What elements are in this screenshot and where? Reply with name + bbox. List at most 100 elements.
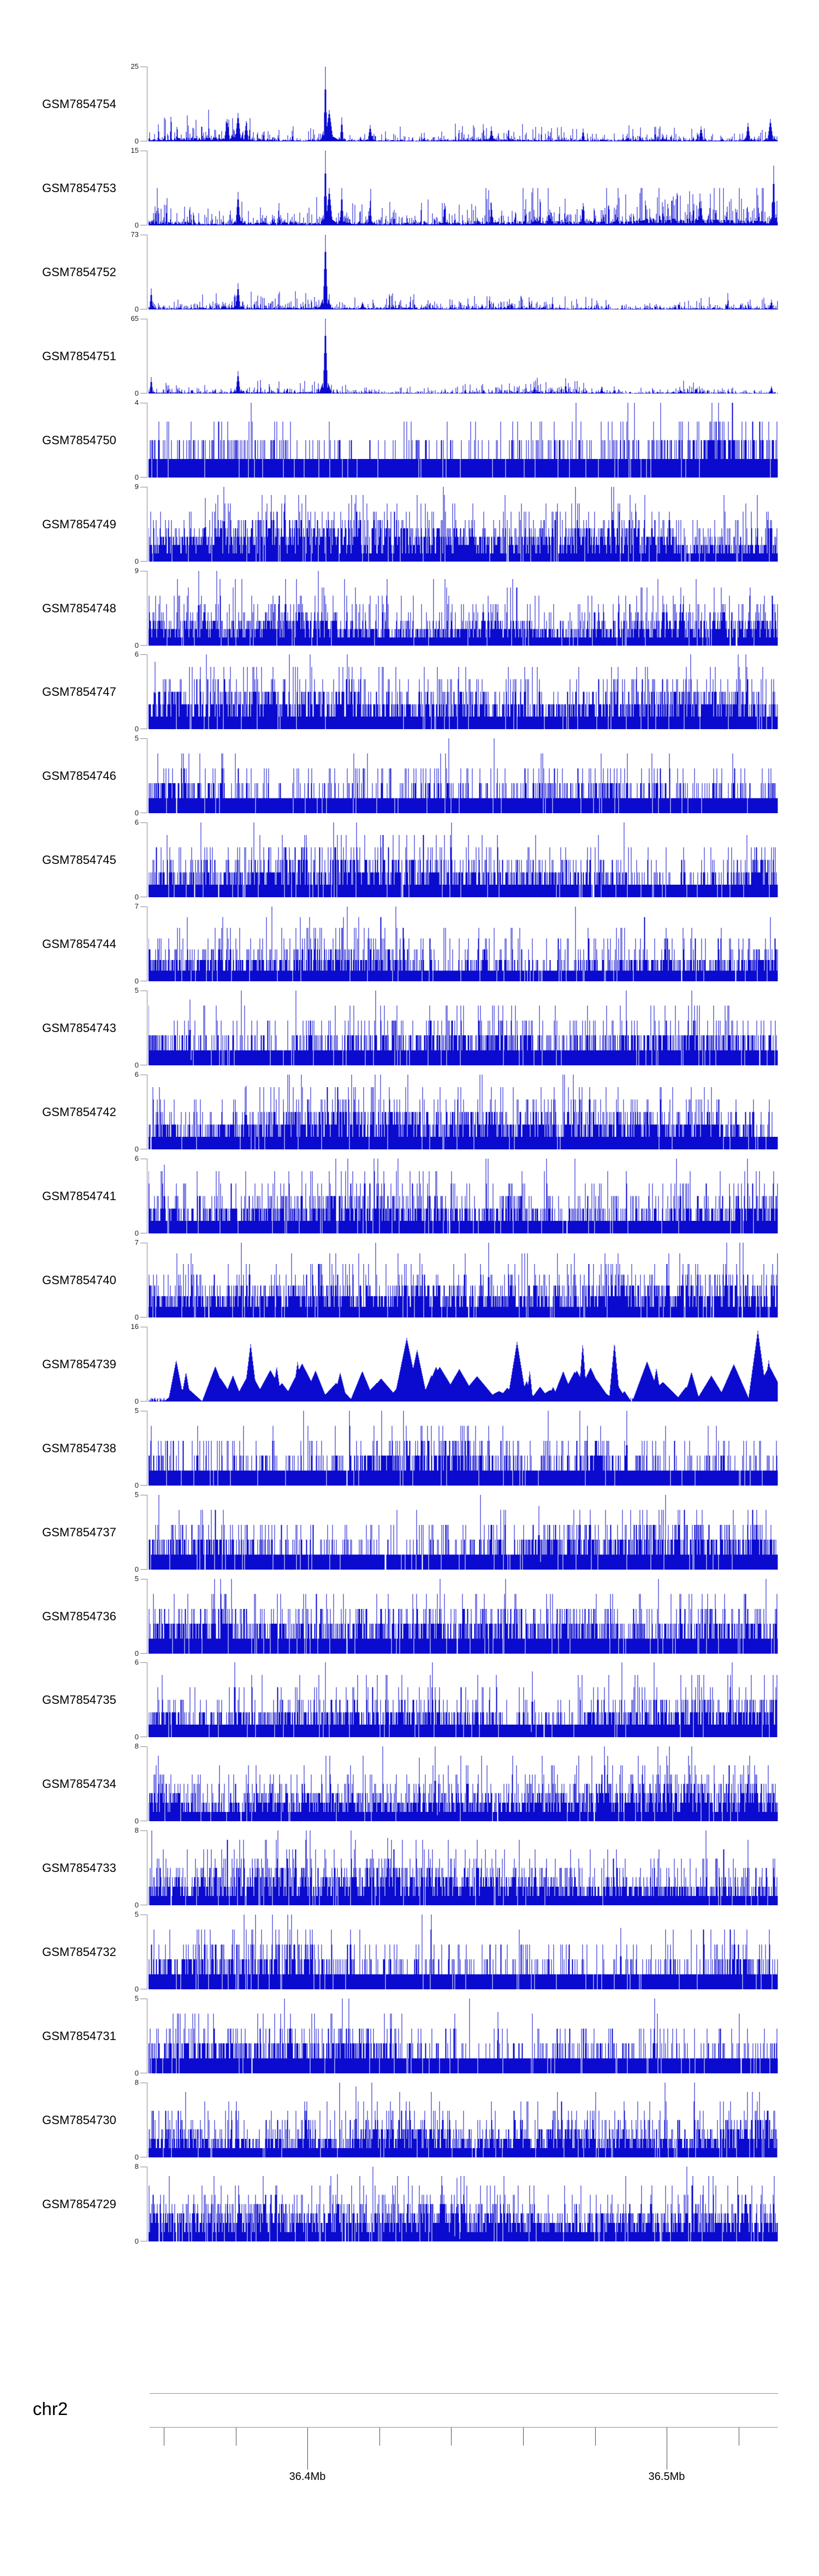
signal-bars xyxy=(149,2167,778,2241)
track-ymax-label: 5 xyxy=(134,986,139,994)
track-yaxis-bracket xyxy=(140,991,147,1065)
track-yaxis-bracket xyxy=(140,1075,147,1149)
track-ymax-label: 16 xyxy=(130,1322,139,1331)
track-label: GSM7854732 xyxy=(42,1945,116,1959)
track-yaxis-bracket xyxy=(140,2083,147,2157)
track-ymax-label: 7 xyxy=(134,902,139,910)
track-ymax-label: 73 xyxy=(130,230,139,238)
track-signal-histogram xyxy=(149,319,778,393)
axis-major-tick xyxy=(307,2428,308,2470)
track-label: GSM7854735 xyxy=(42,1692,116,1707)
track-label: GSM7854737 xyxy=(42,1525,116,1539)
track-ymin-label: 0 xyxy=(134,473,139,481)
track-ymin-label: 0 xyxy=(134,1145,139,1153)
track-ymax-label: 5 xyxy=(134,1994,139,2002)
signal-bars xyxy=(149,403,778,478)
track-signal-histogram xyxy=(149,1411,778,1486)
track-signal-histogram xyxy=(149,1579,778,1654)
axis-minor-tick xyxy=(523,2428,524,2446)
track-label: GSM7854751 xyxy=(42,349,116,363)
axis-range-line-top xyxy=(150,2393,778,2394)
signal-bars xyxy=(149,1495,778,1570)
track-signal-histogram xyxy=(149,1159,778,1233)
track-ymin-label: 0 xyxy=(134,1397,139,1405)
track-yaxis-bracket xyxy=(140,571,147,646)
signal-bars xyxy=(149,67,778,141)
track-ymin-label: 0 xyxy=(134,1733,139,1741)
axis-baseline xyxy=(150,2427,778,2428)
signal-bars xyxy=(149,822,778,897)
signal-bars xyxy=(149,1243,778,1317)
track-yaxis-bracket xyxy=(140,1243,147,1317)
track-ymin-label: 0 xyxy=(134,2153,139,2161)
track-label: GSM7854730 xyxy=(42,2113,116,2127)
track-ymin-label: 0 xyxy=(134,1481,139,1489)
track-yaxis-bracket xyxy=(140,1327,147,1402)
track-ymin-label: 0 xyxy=(134,977,139,985)
track-signal-histogram xyxy=(149,1915,778,1989)
signal-bars xyxy=(149,1411,778,1486)
signal-bars xyxy=(149,1746,778,1821)
track-yaxis-bracket xyxy=(140,907,147,981)
track-ymin-label: 0 xyxy=(134,2069,139,2077)
track-ymin-label: 0 xyxy=(134,1229,139,1237)
track-label: GSM7854734 xyxy=(42,1776,116,1791)
track-ymin-label: 0 xyxy=(134,221,139,229)
track-signal-histogram xyxy=(149,1495,778,1570)
track-ymin-label: 0 xyxy=(134,809,139,817)
track-signal-histogram xyxy=(149,1330,778,1402)
track-ymin-label: 0 xyxy=(134,641,139,649)
track-signal-histogram xyxy=(149,67,778,141)
track-ymax-label: 5 xyxy=(134,734,139,742)
track-ymax-label: 25 xyxy=(130,62,139,70)
signal-bars xyxy=(149,2083,778,2157)
track-signal-histogram xyxy=(149,1075,778,1149)
track-yaxis-bracket xyxy=(140,1662,147,1737)
track-label: GSM7854749 xyxy=(42,517,116,531)
track-yaxis-bracket xyxy=(140,151,147,225)
track-ymin-label: 0 xyxy=(134,725,139,733)
signal-bars xyxy=(149,738,778,813)
track-label: GSM7854746 xyxy=(42,768,116,783)
track-label: GSM7854743 xyxy=(42,1021,116,1035)
track-signal-histogram xyxy=(149,907,778,981)
track-ymax-label: 9 xyxy=(134,482,139,491)
track-signal-histogram xyxy=(149,2083,778,2157)
signal-bars xyxy=(149,1159,778,1233)
track-ymin-label: 0 xyxy=(134,389,139,397)
axis-minor-tick xyxy=(451,2428,452,2446)
track-label: GSM7854744 xyxy=(42,937,116,951)
track-signal-histogram xyxy=(149,487,778,562)
track-label: GSM7854738 xyxy=(42,1441,116,1455)
signal-bars xyxy=(149,991,778,1065)
track-label: GSM7854740 xyxy=(42,1273,116,1287)
track-yaxis-bracket xyxy=(140,487,147,562)
track-signal-histogram xyxy=(149,2167,778,2241)
track-ymax-label: 5 xyxy=(134,1910,139,1918)
track-ymin-label: 0 xyxy=(134,557,139,565)
track-ymax-label: 7 xyxy=(134,1238,139,1247)
track-label: GSM7854731 xyxy=(42,2029,116,2043)
track-yaxis-bracket xyxy=(140,235,147,309)
signal-bars xyxy=(149,1330,778,1402)
track-label: GSM7854752 xyxy=(42,265,116,279)
track-ymax-label: 4 xyxy=(134,398,139,407)
track-signal-histogram xyxy=(149,822,778,897)
track-yaxis-bracket xyxy=(140,1159,147,1233)
track-ymin-label: 0 xyxy=(134,1313,139,1321)
track-yaxis-bracket xyxy=(140,403,147,478)
track-signal-histogram xyxy=(149,991,778,1065)
track-ymin-label: 0 xyxy=(134,893,139,901)
track-ymax-label: 6 xyxy=(134,650,139,658)
chromosome-label: chr2 xyxy=(33,2399,68,2419)
signal-bars xyxy=(149,907,778,981)
track-signal-histogram xyxy=(149,738,778,813)
track-yaxis-bracket xyxy=(140,1579,147,1654)
track-label: GSM7854748 xyxy=(42,601,116,615)
signal-bars xyxy=(149,487,778,562)
track-yaxis-bracket xyxy=(140,1915,147,1989)
track-ymax-label: 5 xyxy=(134,1406,139,1415)
track-signal-histogram xyxy=(149,1830,778,1905)
track-yaxis-bracket xyxy=(140,1999,147,2073)
track-label: GSM7854729 xyxy=(42,2197,116,2211)
